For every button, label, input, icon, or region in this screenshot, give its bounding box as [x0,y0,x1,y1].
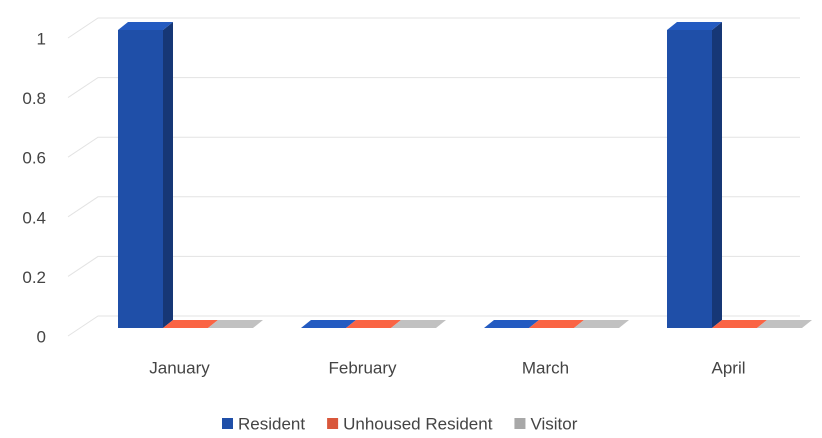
x-tick-label: April [711,358,745,377]
bar-side [712,22,722,328]
legend-label: Unhoused Resident [343,414,493,433]
bar-top [118,22,173,30]
y-tick-label: 0.4 [22,208,46,227]
x-tick-label: January [149,358,210,377]
bar-top [163,320,218,328]
bar-top [712,320,767,328]
legend-swatch [514,418,526,429]
y-tick-label: 0 [37,327,46,346]
x-tick-label: March [522,358,569,377]
bar-top [529,320,584,328]
grid-line [67,255,800,277]
y-tick-label: 0.6 [22,149,46,168]
grid-line [67,136,800,158]
y-tick-label: 0.2 [22,268,46,287]
bar-top [391,320,446,328]
legend-swatch [222,418,233,429]
grid-line [67,17,800,39]
legend-swatch [327,418,339,429]
grid-line [67,196,800,218]
legend-label: Visitor [530,414,577,433]
bar-top [301,320,356,328]
y-tick-label: 0.8 [22,89,46,108]
bar-top [484,320,539,328]
bar-top [208,320,263,328]
x-tick-label: February [328,358,397,377]
bar-top [667,22,722,30]
grid-line [67,77,800,99]
bar [118,30,163,328]
bar-side [163,22,173,328]
bar-top [757,320,812,328]
grid-line [67,315,800,337]
bar-top [574,320,629,328]
legend-label: Resident [238,414,305,433]
y-tick-label: 1 [37,29,46,48]
bar-top [346,320,401,328]
bar [667,30,712,328]
